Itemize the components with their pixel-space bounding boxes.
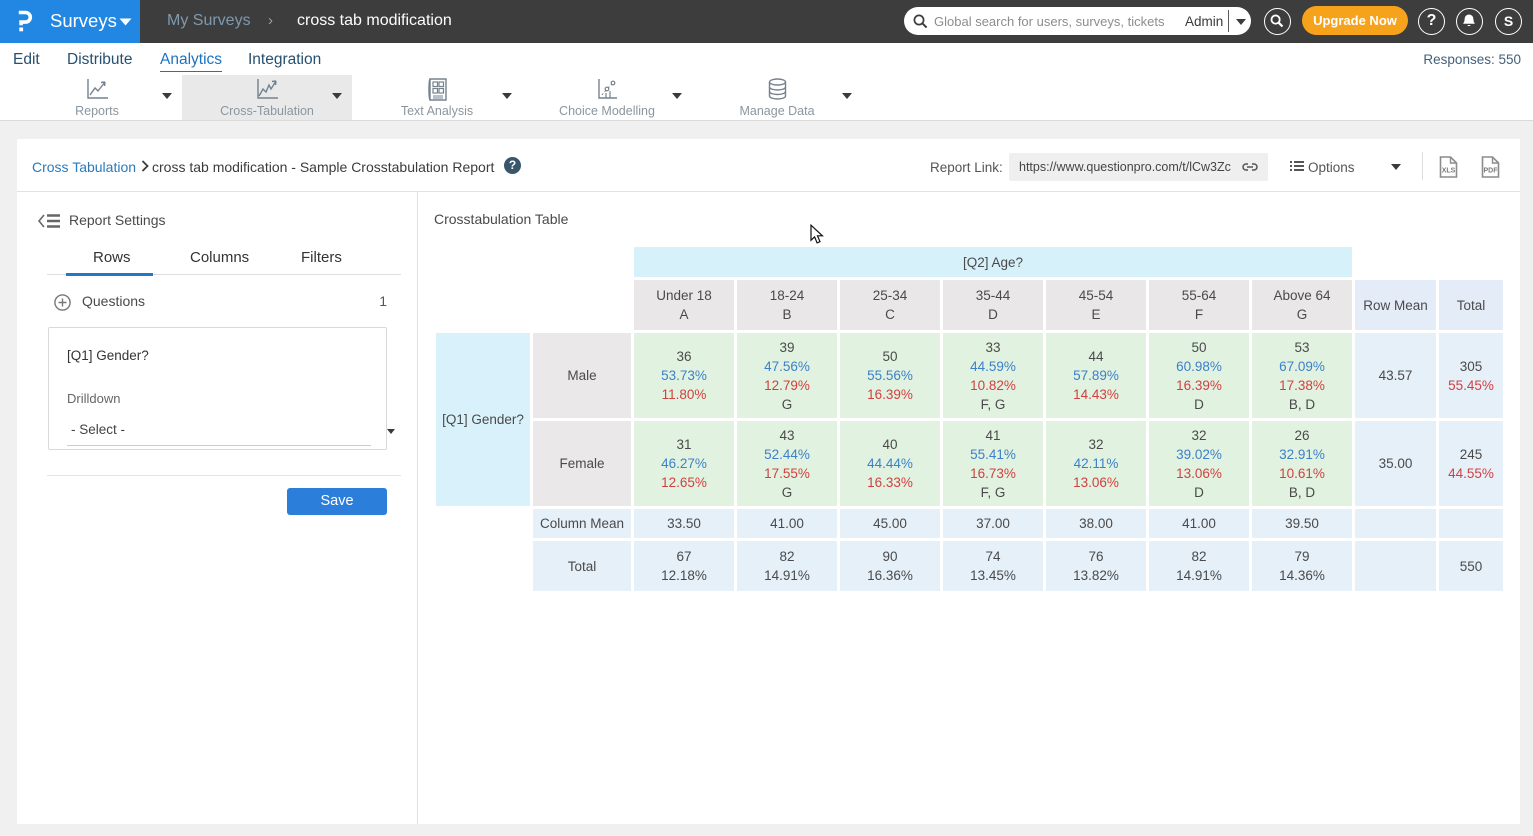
svg-text:PDF: PDF xyxy=(1484,168,1499,175)
svg-text:XLS: XLS xyxy=(1442,168,1456,175)
